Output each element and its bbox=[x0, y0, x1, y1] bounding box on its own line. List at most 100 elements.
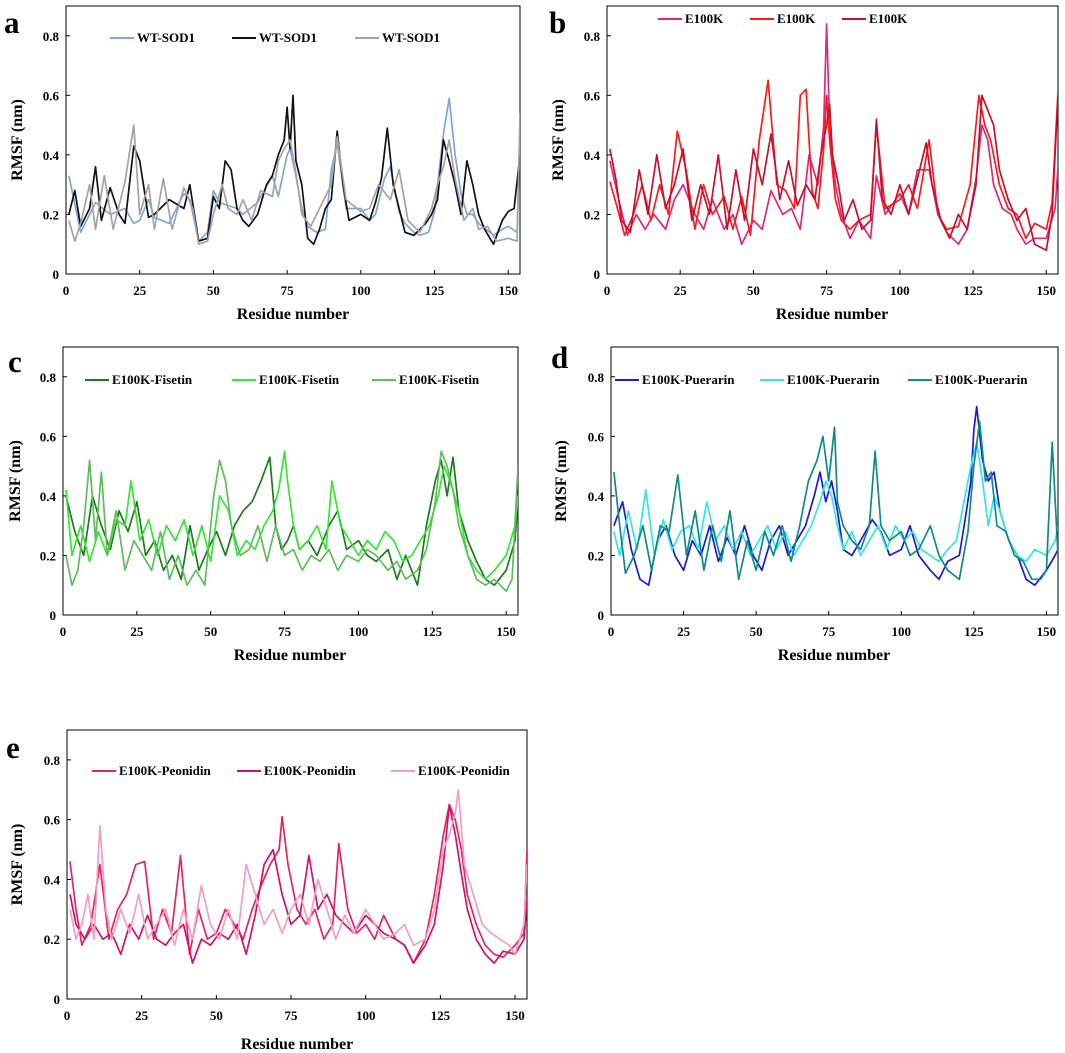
x-tick-label: 150 bbox=[496, 624, 516, 639]
series-line-1 bbox=[65, 456, 518, 587]
y-tick-label: 0.2 bbox=[588, 548, 604, 563]
legend-label: E100K-Fisetin bbox=[112, 372, 193, 387]
x-axis-title: Residue number bbox=[241, 1036, 353, 1053]
series-line-3 bbox=[69, 788, 527, 956]
legend-label: E100K-Peonidin bbox=[418, 763, 511, 778]
y-tick-label: 0.6 bbox=[43, 88, 60, 103]
legend-label: E100K-Fisetin bbox=[259, 372, 340, 387]
y-tick-label: 0.6 bbox=[44, 813, 61, 828]
y-tick-label: 0.4 bbox=[584, 148, 601, 163]
x-tick-label: 150 bbox=[1037, 283, 1057, 298]
x-tick-label: 75 bbox=[281, 283, 295, 298]
x-tick-label: 50 bbox=[210, 1008, 223, 1023]
y-tick-label: 0.6 bbox=[40, 429, 57, 444]
legend-label: E100K bbox=[869, 11, 908, 26]
x-tick-label: 125 bbox=[963, 283, 983, 298]
x-tick-label: 50 bbox=[204, 624, 217, 639]
y-tick-label: 0 bbox=[50, 608, 57, 623]
panel-letter: a bbox=[4, 5, 20, 40]
x-tick-label: 25 bbox=[133, 283, 147, 298]
x-tick-label: 0 bbox=[604, 283, 611, 298]
y-tick-label: 0 bbox=[598, 608, 605, 623]
y-tick-label: 0 bbox=[53, 267, 60, 282]
series-line-3 bbox=[65, 450, 518, 593]
x-tick-label: 75 bbox=[285, 1008, 299, 1023]
legend-label: E100K-Peonidin bbox=[264, 763, 357, 778]
x-tick-label: 125 bbox=[425, 283, 445, 298]
panel-letter: b bbox=[549, 5, 566, 40]
x-tick-label: 100 bbox=[351, 283, 371, 298]
x-tick-label: 50 bbox=[207, 283, 220, 298]
y-tick-label: 0.2 bbox=[43, 207, 59, 222]
series-line-1 bbox=[69, 803, 527, 964]
x-axis-title: Residue number bbox=[776, 306, 888, 323]
series-line-2 bbox=[65, 450, 518, 581]
series-line-3 bbox=[68, 113, 520, 246]
y-tick-label: 0 bbox=[594, 267, 601, 282]
series-line-2 bbox=[68, 94, 520, 246]
panel-letter: e bbox=[6, 730, 20, 765]
y-tick-label: 0.2 bbox=[584, 207, 600, 222]
y-tick-label: 0.2 bbox=[40, 548, 56, 563]
series-line-2 bbox=[69, 803, 527, 964]
y-axis-title: RMSF (nm) bbox=[553, 440, 570, 522]
x-tick-label: 100 bbox=[892, 624, 912, 639]
x-axis-title: Residue number bbox=[778, 647, 890, 664]
y-tick-label: 0.6 bbox=[584, 88, 601, 103]
y-tick-label: 0.2 bbox=[44, 932, 60, 947]
y-tick-label: 0.6 bbox=[588, 429, 605, 444]
x-tick-label: 125 bbox=[964, 624, 984, 639]
y-tick-label: 0.4 bbox=[40, 489, 57, 504]
x-tick-label: 125 bbox=[431, 1008, 451, 1023]
y-tick-label: 0.4 bbox=[588, 489, 605, 504]
panel-b: b 0 0.2 0.4 0.6 0.8 0 25 50 75 100 125 150 Residue nu… bbox=[549, 5, 1059, 323]
y-axis-title: RMSF (nm) bbox=[550, 99, 567, 181]
panel-c: c 0 0.2 0.4 0.6 0.8 0 25 50 75 100 125 150 Residue nu… bbox=[7, 344, 519, 664]
legend-label: E100K-Puerarin bbox=[935, 372, 1028, 387]
plot-frame bbox=[610, 346, 1059, 616]
x-tick-label: 0 bbox=[63, 283, 70, 298]
legend-label: E100K-Puerarin bbox=[787, 372, 880, 387]
panel-d: d 0 0.2 0.4 0.6 0.8 0 25 50 75 100 125 150 Residue nu… bbox=[551, 340, 1059, 664]
legend-label: E100K-Peonidin bbox=[119, 763, 212, 778]
legend-label: WT-SOD1 bbox=[259, 30, 317, 45]
x-tick-label: 125 bbox=[423, 624, 443, 639]
series-line-3 bbox=[613, 420, 1058, 581]
legend-label: WT-SOD1 bbox=[382, 30, 440, 45]
x-tick-label: 25 bbox=[135, 1008, 149, 1023]
y-tick-label: 0.8 bbox=[584, 29, 601, 44]
x-axis-title: Residue number bbox=[234, 647, 346, 664]
y-axis-title: RMSF (nm) bbox=[9, 99, 26, 181]
y-tick-label: 0.8 bbox=[43, 29, 60, 44]
panel-e: e 0 0.2 0.4 0.6 0.8 0 25 50 75 100 125 150 Residue nu… bbox=[6, 729, 528, 1053]
x-tick-label: 25 bbox=[677, 624, 691, 639]
panel-a: a 0 0.2 0.4 0.6 0.8 0 25 50 75 100 125 150 Residue nu… bbox=[4, 5, 521, 323]
x-axis-title: Residue number bbox=[237, 306, 349, 323]
x-tick-label: 50 bbox=[747, 283, 760, 298]
x-tick-label: 50 bbox=[750, 624, 763, 639]
y-tick-label: 0.8 bbox=[40, 370, 57, 385]
panel-letter: c bbox=[8, 344, 22, 379]
x-tick-label: 0 bbox=[64, 1008, 71, 1023]
legend-label: E100K-Fisetin bbox=[399, 372, 480, 387]
x-tick-label: 150 bbox=[1037, 624, 1057, 639]
x-tick-label: 25 bbox=[674, 283, 688, 298]
y-tick-label: 0.4 bbox=[44, 872, 61, 887]
y-axis-title: RMSF (nm) bbox=[7, 440, 24, 522]
y-tick-label: 0 bbox=[54, 992, 61, 1007]
legend-label: E100K bbox=[777, 11, 816, 26]
y-tick-label: 0.8 bbox=[44, 753, 61, 768]
x-tick-label: 75 bbox=[822, 624, 836, 639]
y-tick-label: 0.8 bbox=[588, 370, 605, 385]
x-tick-label: 0 bbox=[60, 624, 67, 639]
x-tick-label: 75 bbox=[278, 624, 292, 639]
y-axis-title: RMSF (nm) bbox=[9, 824, 26, 906]
x-tick-label: 0 bbox=[608, 624, 615, 639]
x-tick-label: 25 bbox=[130, 624, 144, 639]
x-tick-label: 100 bbox=[356, 1008, 376, 1023]
plot-frame bbox=[606, 5, 1059, 275]
y-tick-label: 0.4 bbox=[43, 148, 60, 163]
series-line-3 bbox=[609, 94, 1058, 252]
x-tick-label: 150 bbox=[505, 1008, 525, 1023]
